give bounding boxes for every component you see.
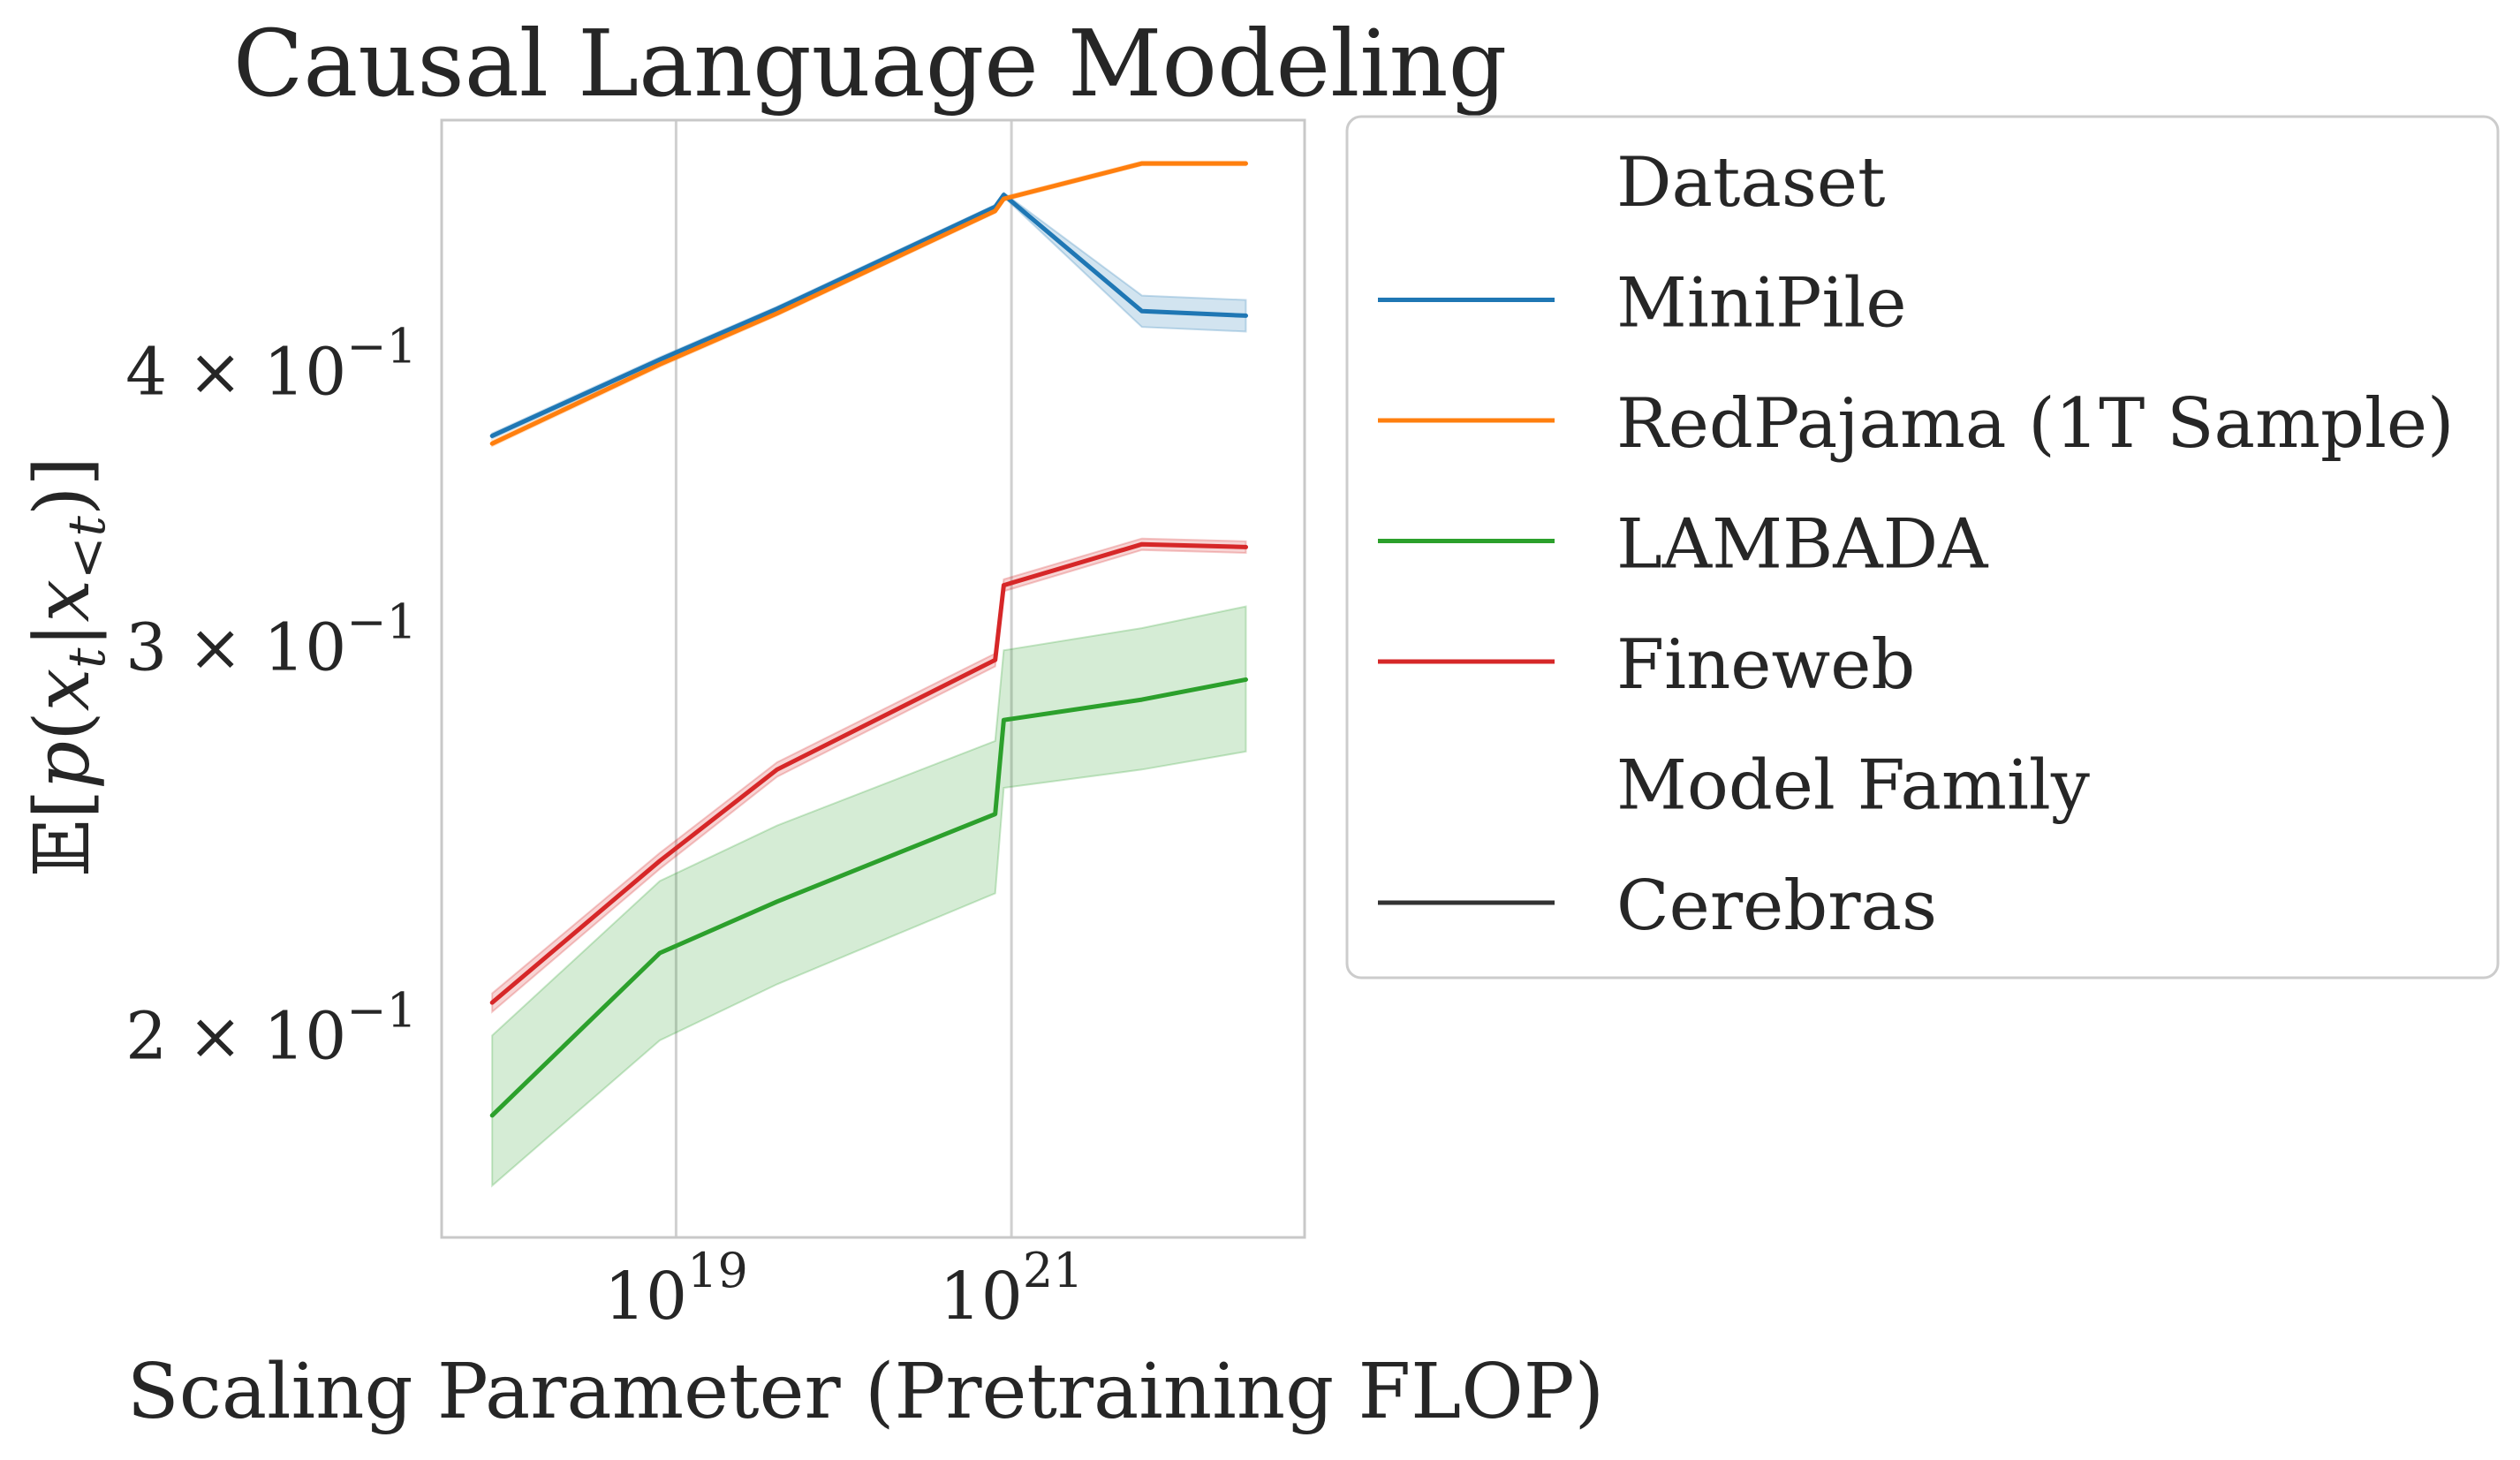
plot-frame <box>440 118 1306 1239</box>
legend-label-redpajama-1t-sample: RedPajama (1T Sample) <box>1616 384 2455 464</box>
y-tick-label-1: 3 × 10−1 <box>125 594 417 686</box>
plot-area <box>440 118 1306 1239</box>
legend-entries: Dataset MiniPile RedPajama (1T Sample) LAMB… <box>1378 143 2455 946</box>
y-tick-label-2: 4 × 10−1 <box>125 319 417 411</box>
y-axis-label: 𝔼[p(xt|x<t)] <box>19 457 117 877</box>
legend: Dataset MiniPile RedPajama (1T Sample) LAMB… <box>1345 115 2500 980</box>
band-fineweb <box>491 537 1247 1014</box>
legend-header-dataset: Dataset <box>1616 143 1885 223</box>
legend-header-model-family: Model Family <box>1616 746 2090 826</box>
x-axis-ticks: 1019 1021 <box>604 1243 1084 1335</box>
x-tick-label-0: 1019 <box>604 1243 748 1335</box>
legend-label-minipile: MiniPile <box>1616 264 1907 344</box>
series-lines <box>489 161 1248 1118</box>
legend-label-fineweb: Fineweb <box>1616 625 1915 705</box>
y-axis-ticks: 2 × 10−1 3 × 10−1 4 × 10−1 <box>125 319 417 1075</box>
band-lambada <box>491 605 1247 1188</box>
x-tick-label-1: 1021 <box>940 1243 1084 1335</box>
legend-label-cerebras: Cerebras <box>1616 866 1937 946</box>
chart-title: Causal Language Modeling <box>233 10 1507 117</box>
x-axis-label: Scaling Parameter (Pretraining FLOP) <box>127 1348 1604 1436</box>
legend-label-lambada: LAMBADA <box>1616 505 1989 585</box>
y-tick-label-0: 2 × 10−1 <box>125 982 417 1074</box>
gridlines <box>674 120 1013 1237</box>
legend-frame <box>1345 115 2500 980</box>
